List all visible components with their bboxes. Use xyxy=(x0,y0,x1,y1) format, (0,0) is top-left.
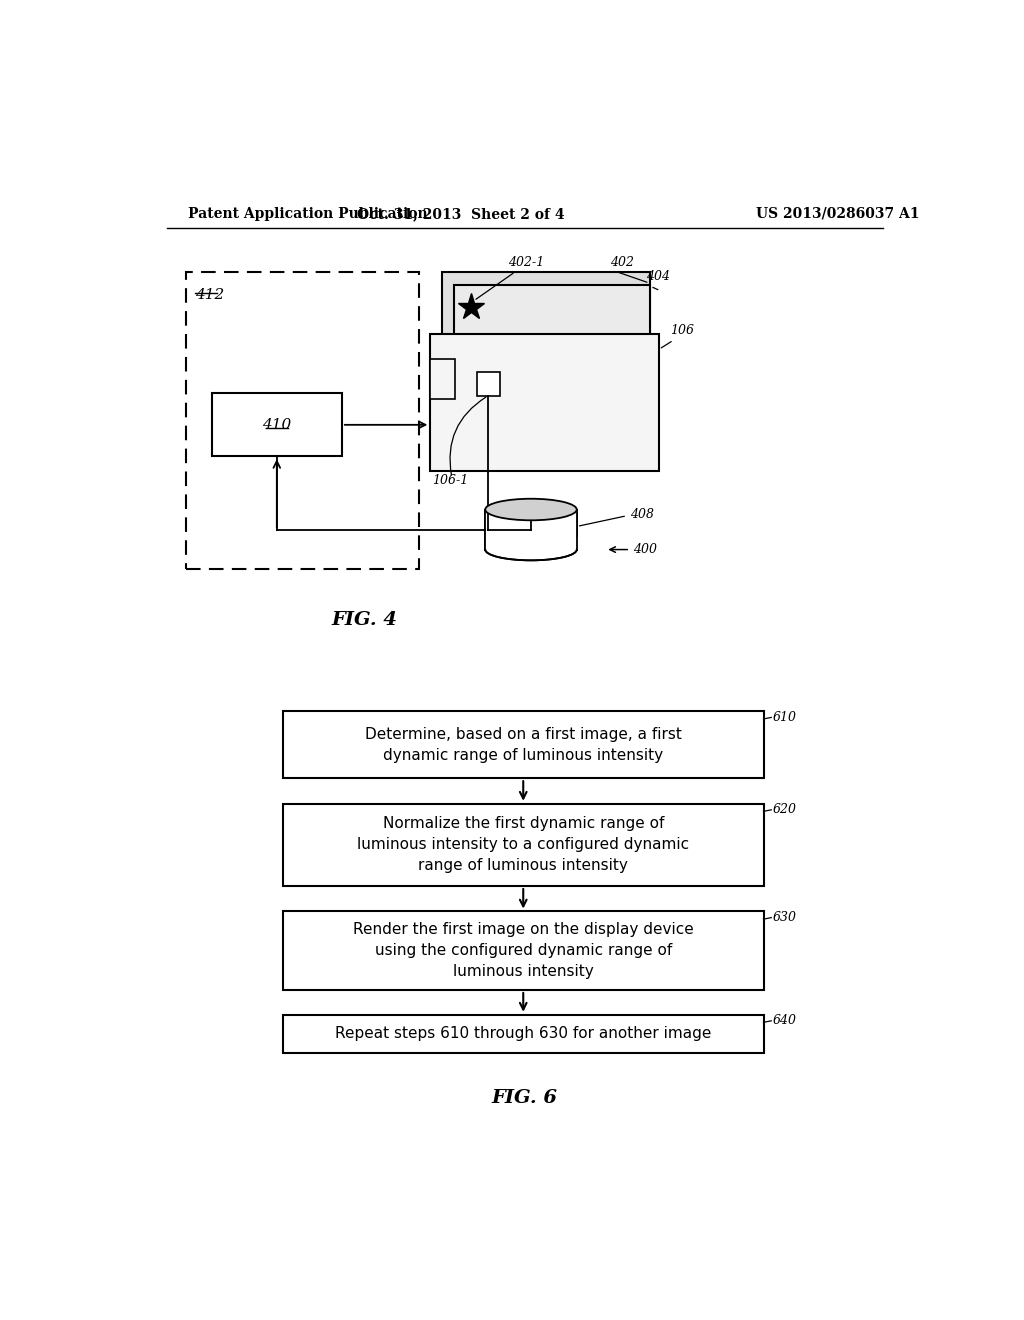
Bar xyxy=(430,359,455,399)
Ellipse shape xyxy=(485,499,577,520)
Bar xyxy=(485,510,577,549)
Text: 412: 412 xyxy=(196,288,224,302)
Bar xyxy=(186,272,419,569)
Text: 106: 106 xyxy=(671,323,694,337)
Ellipse shape xyxy=(485,539,577,561)
Text: 408: 408 xyxy=(630,508,654,520)
Text: FIG. 6: FIG. 6 xyxy=(492,1089,558,1106)
Bar xyxy=(283,911,764,990)
Bar xyxy=(430,334,658,471)
Text: 410: 410 xyxy=(262,418,292,432)
Bar xyxy=(283,804,764,886)
Text: 640: 640 xyxy=(773,1014,797,1027)
Bar xyxy=(442,272,649,379)
Text: 620: 620 xyxy=(773,804,797,816)
Text: Render the first image on the display device
using the configured dynamic range : Render the first image on the display de… xyxy=(353,923,693,979)
Bar xyxy=(283,1015,764,1053)
Text: 630: 630 xyxy=(773,911,797,924)
Text: 402-1: 402-1 xyxy=(508,256,544,268)
Text: FIG. 4: FIG. 4 xyxy=(332,611,397,630)
Text: 402: 402 xyxy=(610,256,634,268)
Bar xyxy=(484,537,578,549)
Text: Patent Application Publication: Patent Application Publication xyxy=(188,207,428,220)
Bar xyxy=(283,711,764,779)
Text: Normalize the first dynamic range of
luminous intensity to a configured dynamic
: Normalize the first dynamic range of lum… xyxy=(357,816,689,874)
Text: Determine, based on a first image, a first
dynamic range of luminous intensity: Determine, based on a first image, a fir… xyxy=(365,727,682,763)
Bar xyxy=(477,372,500,396)
Text: 404: 404 xyxy=(646,271,670,284)
Text: Oct. 31, 2013  Sheet 2 of 4: Oct. 31, 2013 Sheet 2 of 4 xyxy=(357,207,565,220)
Text: Repeat steps 610 through 630 for another image: Repeat steps 610 through 630 for another… xyxy=(335,1027,712,1041)
Text: 106-1: 106-1 xyxy=(432,474,468,487)
Text: 400: 400 xyxy=(633,543,657,556)
Bar xyxy=(212,393,342,457)
Text: 610: 610 xyxy=(773,711,797,723)
Text: US 2013/0286037 A1: US 2013/0286037 A1 xyxy=(756,207,920,220)
Bar xyxy=(454,285,649,359)
